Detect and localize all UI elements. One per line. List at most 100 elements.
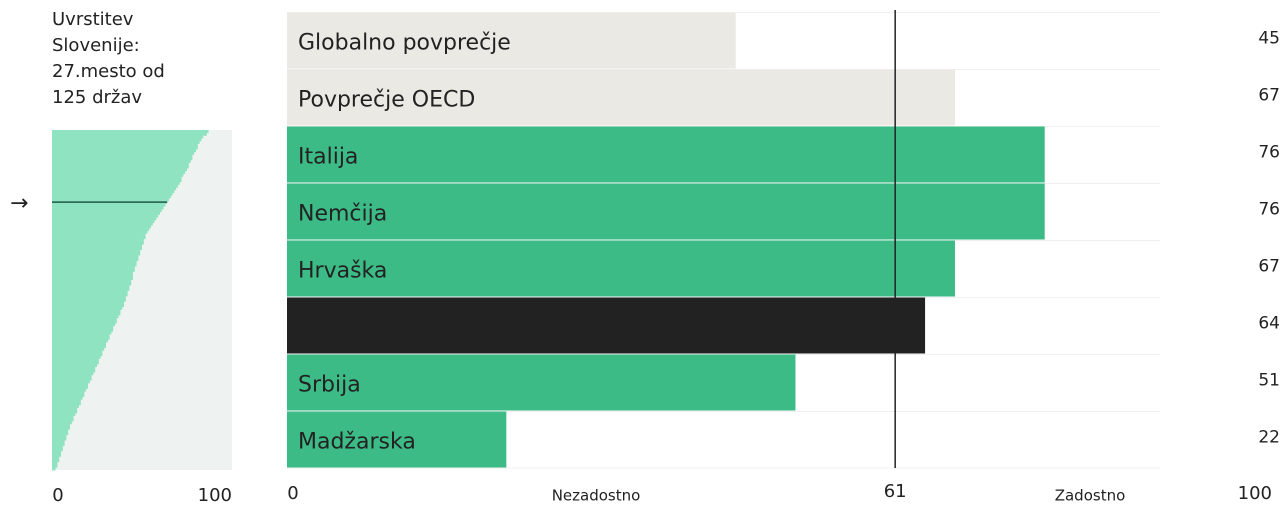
bar [52, 222, 153, 226]
bar [52, 453, 61, 457]
bar [52, 440, 65, 444]
value-label: 64 [1258, 314, 1280, 334]
bar [52, 336, 110, 340]
bar [52, 467, 56, 471]
bar [52, 355, 101, 359]
bar [52, 181, 180, 185]
bar [52, 217, 157, 221]
value-label: 76 [1258, 200, 1280, 220]
value-label: 51 [1258, 371, 1280, 391]
bar [52, 135, 204, 139]
bar [52, 176, 182, 180]
bar [52, 236, 146, 240]
bar [52, 421, 72, 425]
bar [52, 328, 114, 332]
value-label: 67 [1258, 257, 1280, 277]
ranking-title: 125 držav [52, 87, 142, 108]
bar [52, 241, 144, 245]
bar [52, 249, 141, 253]
bar [52, 445, 63, 449]
bar [52, 170, 186, 174]
bar [52, 195, 171, 199]
bar [52, 274, 133, 278]
bar [52, 287, 130, 291]
bar [52, 159, 191, 164]
bar [52, 464, 58, 468]
bar [52, 347, 105, 351]
bar [52, 350, 103, 354]
bar [52, 423, 70, 427]
category-label: Italija [298, 145, 358, 170]
value-label: 22 [1258, 428, 1280, 448]
bar [52, 198, 169, 202]
category-label: Slovenija [298, 316, 398, 341]
bar [52, 151, 195, 155]
bar [52, 369, 96, 373]
bar [52, 257, 139, 261]
bar [52, 366, 96, 370]
bar [52, 263, 137, 267]
value-label: 45 [1258, 29, 1280, 49]
bar [52, 140, 200, 144]
bar [52, 459, 60, 463]
bar [52, 233, 146, 237]
bar [52, 279, 132, 283]
bar [52, 361, 99, 365]
bar [52, 402, 81, 406]
bar [52, 334, 110, 338]
bar [52, 344, 106, 348]
bar [52, 178, 182, 183]
bar [52, 434, 67, 438]
bar [287, 240, 955, 297]
bar [52, 132, 207, 136]
x-tick-label: 0 [52, 485, 63, 506]
bar [52, 431, 69, 436]
bar [52, 372, 94, 376]
bar [52, 290, 128, 294]
bar [287, 354, 796, 411]
bar [52, 317, 117, 321]
bar [287, 297, 926, 354]
bar [52, 255, 139, 259]
bar [52, 407, 78, 411]
bar [52, 325, 114, 329]
bar [52, 211, 160, 215]
bar [52, 320, 117, 324]
bar [52, 187, 177, 191]
category-label: Madžarska [298, 430, 416, 455]
bar [52, 448, 63, 452]
bar [52, 339, 108, 343]
bar [52, 219, 155, 223]
bar [52, 192, 173, 196]
bar [52, 143, 198, 147]
bar [287, 69, 955, 126]
value-label: 67 [1258, 86, 1280, 106]
bar [52, 168, 187, 172]
category-label: Srbija [298, 373, 361, 398]
bar [52, 363, 97, 368]
reference-label: 61 [884, 481, 907, 502]
category-label: Globalno povprečje [298, 31, 511, 56]
bar [52, 130, 209, 134]
bar [52, 404, 79, 408]
x-tick-label: 100 [198, 485, 232, 506]
arrow: → [10, 191, 28, 216]
bar [52, 374, 92, 378]
bar [52, 391, 85, 395]
bar [52, 399, 81, 403]
bar [52, 312, 121, 316]
bar [52, 437, 67, 441]
bar [52, 382, 88, 387]
bar [52, 309, 121, 313]
ranking-title: Slovenije: [52, 35, 140, 56]
bar [52, 295, 126, 300]
bar [52, 331, 112, 335]
bar [52, 244, 142, 248]
value-label: 76 [1258, 143, 1280, 163]
bar [52, 227, 150, 232]
bar [52, 358, 99, 362]
bar [52, 298, 126, 302]
bar [52, 246, 142, 251]
bar [52, 301, 124, 305]
bar [52, 393, 85, 397]
